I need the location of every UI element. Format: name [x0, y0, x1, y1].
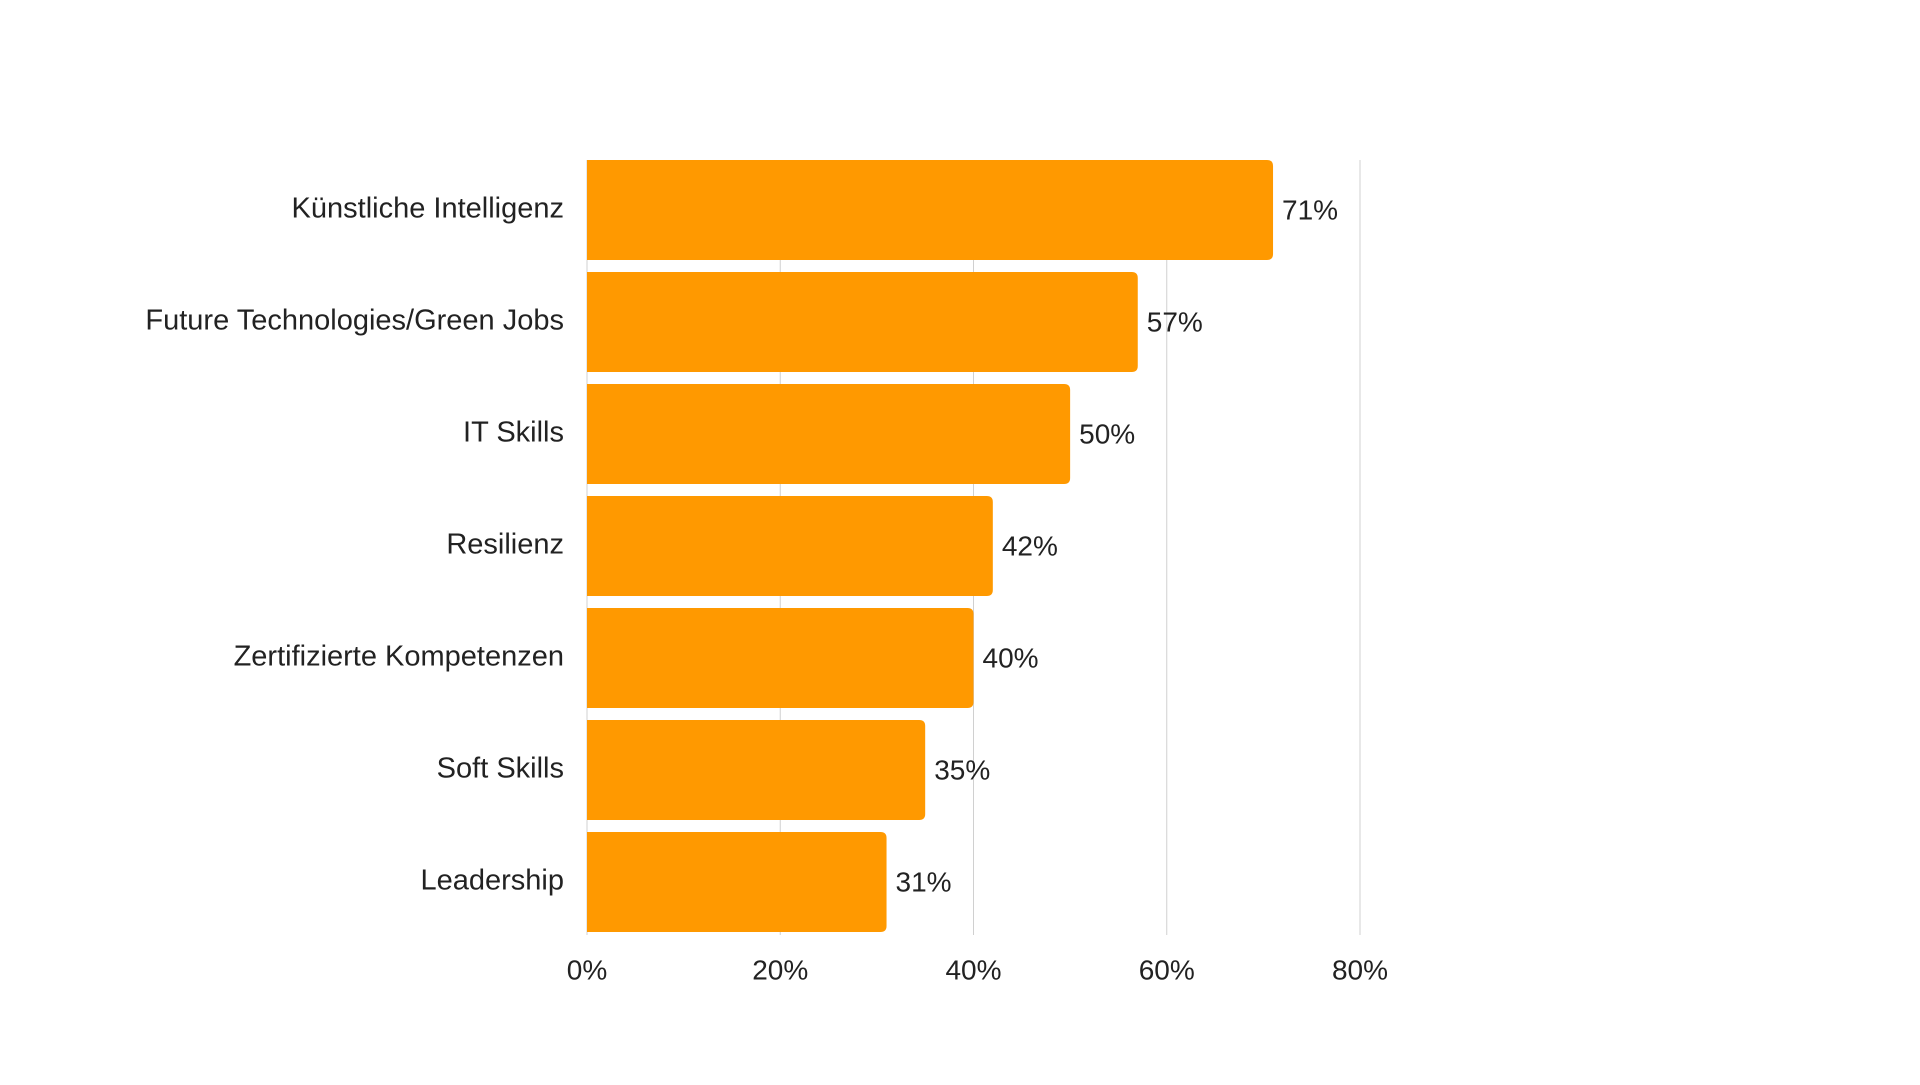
- category-label: Leadership: [421, 865, 565, 897]
- bar: [587, 720, 926, 820]
- category-label: Soft Skills: [437, 753, 564, 785]
- x-tick-label: 60%: [1139, 954, 1195, 985]
- category-label: Zertifizierte Kompetenzen: [234, 641, 564, 673]
- bar-value-label: 31%: [896, 866, 952, 897]
- category-label: Künstliche Intelligenz: [292, 193, 564, 225]
- x-tick-label: 0%: [567, 954, 607, 985]
- bar: [587, 384, 1071, 484]
- bar-value-label: 35%: [934, 754, 990, 785]
- bar: [587, 160, 1274, 260]
- bars-layer: [587, 160, 1274, 932]
- category-label: IT Skills: [463, 417, 564, 449]
- category-labels: Künstliche Intelligenz Future Technologie…: [145, 193, 564, 897]
- bar-value-label: 57%: [1147, 306, 1203, 337]
- value-labels: 71% 57% 50% 42% 40% 35% 31%: [896, 194, 1339, 897]
- category-label: Resilienz: [446, 529, 564, 561]
- bar-value-label: 50%: [1079, 418, 1135, 449]
- bar-value-label: 71%: [1282, 194, 1338, 225]
- bar: [587, 496, 993, 596]
- x-tick-label: 40%: [945, 954, 1001, 985]
- x-tick-label: 80%: [1332, 954, 1388, 985]
- bar: [587, 272, 1138, 372]
- bar: [587, 608, 974, 708]
- x-axis-tick-labels: 0% 20% 40% 60% 80%: [567, 954, 1388, 985]
- category-label: Future Technologies/Green Jobs: [145, 305, 564, 337]
- x-tick-label: 20%: [752, 954, 808, 985]
- bar-value-label: 40%: [983, 642, 1039, 673]
- bar: [587, 832, 887, 932]
- bar-value-label: 42%: [1002, 530, 1058, 561]
